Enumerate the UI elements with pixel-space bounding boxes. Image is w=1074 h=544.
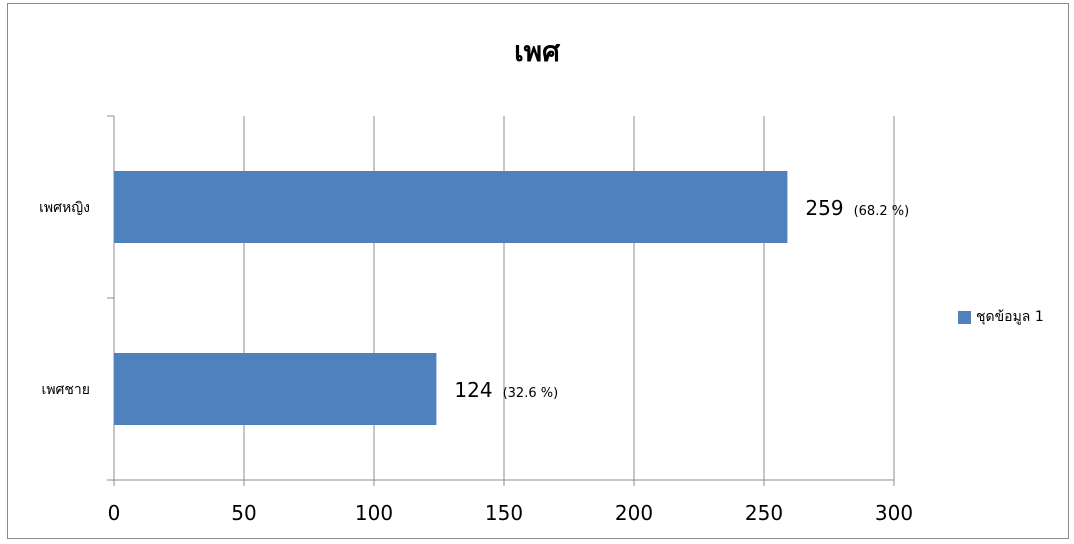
x-tick-label: 300: [875, 501, 913, 525]
chart-title: เพศ: [514, 35, 560, 68]
x-tick-label: 0: [108, 501, 121, 525]
legend-label: ชุดข้อมูล 1: [976, 309, 1044, 325]
x-tick-label: 250: [745, 501, 783, 525]
x-tick-label: 50: [231, 501, 256, 525]
legend-swatch: [958, 310, 971, 324]
category-label: เพศชาย: [42, 382, 90, 398]
x-tick-label: 200: [615, 501, 653, 525]
category-label: เพศหญิง: [39, 200, 90, 216]
x-tick-label: 150: [485, 501, 523, 525]
legend: ชุดข้อมูล 1: [958, 306, 1044, 328]
bar: [114, 353, 437, 425]
data-label: 124 (32.6 %): [454, 378, 558, 402]
x-tick-label: 100: [355, 501, 393, 525]
data-label: 259 (68.2 %): [805, 196, 909, 220]
chart-frame: [7, 3, 1069, 539]
bar: [114, 171, 788, 243]
